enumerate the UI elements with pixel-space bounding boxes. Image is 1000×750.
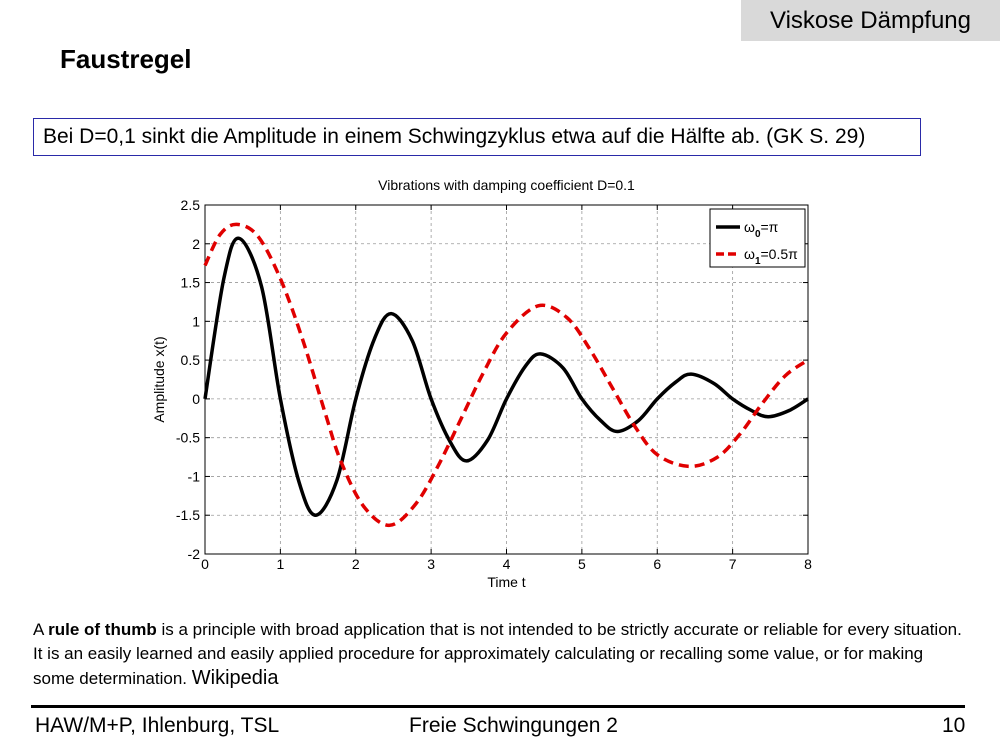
y-axis-label: Amplitude x(t) <box>151 336 167 422</box>
x-tick-label: 4 <box>503 556 511 572</box>
x-tick-label: 7 <box>729 556 737 572</box>
y-tick-label: 1.5 <box>181 275 201 291</box>
tick-labels: 0 1 2 3 4 5 6 7 8 2.5 2 1.5 1 0.5 0 -0.5 -1 -1.5 -2 <box>176 197 812 572</box>
legend-label-suffix: =π <box>761 219 779 235</box>
y-tick-label: -2 <box>188 546 201 562</box>
y-tick-label: 0.5 <box>181 352 201 368</box>
y-tick-label: 2 <box>192 236 200 252</box>
legend-label-symbol: ω <box>744 219 755 235</box>
series-lines <box>203 222 809 528</box>
y-tick-label: 0 <box>192 391 200 407</box>
legend-label-1: ω1=0.5π <box>744 246 798 267</box>
x-tick-label: 1 <box>276 556 284 572</box>
damping-chart: 0 1 2 3 4 5 6 7 8 2.5 2 1.5 1 0.5 0 -0.5 -1 -1.5 -2 Vibrat… <box>151 177 812 590</box>
intro-prefix: A <box>33 620 49 639</box>
intro-source: Wikipedia <box>191 667 279 689</box>
legend-box <box>709 208 806 268</box>
rule-box: Bei D=0,1 sinkt die Amplitude in einem S… <box>33 118 921 156</box>
footer-divider <box>31 705 965 708</box>
legend-label-symbol: ω <box>744 246 755 262</box>
slide-topic: Viskose Dämpfung <box>741 0 1000 41</box>
y-tick-label: -1.5 <box>176 507 200 523</box>
y-tick-label: 2.5 <box>181 197 201 213</box>
intro-body: is a principle with broad application th… <box>33 620 962 688</box>
series-line-1 <box>203 222 809 528</box>
legend-label-0: ω0=π <box>744 219 779 240</box>
intro-bold-term: rule of thumb <box>48 620 157 639</box>
x-tick-label: 5 <box>578 556 586 572</box>
y-tick-label: -1 <box>188 468 201 484</box>
rule-of-thumb-text: A rule of thumb is a principle with broa… <box>33 618 968 691</box>
page-number: 10 <box>942 714 966 737</box>
footer-author: HAW/M+P, Ihlenburg, TSL <box>35 714 280 737</box>
footer-course: Freie Schwingungen 2 <box>409 714 618 737</box>
legend-label-subscript: 0 <box>755 229 761 240</box>
y-tick-label: -0.5 <box>176 430 200 446</box>
x-tick-label: 2 <box>352 556 360 572</box>
x-tick-label: 0 <box>201 556 209 572</box>
series-line-0 <box>203 236 809 517</box>
legend-label-subscript: 1 <box>755 256 761 267</box>
slide-heading: Faustregel <box>60 44 192 74</box>
chart-legend: ω0=πω1=0.5π <box>709 208 806 268</box>
x-axis-label: Time t <box>487 574 525 590</box>
x-tick-label: 6 <box>653 556 661 572</box>
chart-title: Vibrations with damping coefficient D=0.… <box>378 177 635 193</box>
x-tick-label: 3 <box>427 556 435 572</box>
y-tick-label: 1 <box>192 313 200 329</box>
x-tick-label: 8 <box>804 556 812 572</box>
legend-label-suffix: =0.5π <box>761 246 799 262</box>
